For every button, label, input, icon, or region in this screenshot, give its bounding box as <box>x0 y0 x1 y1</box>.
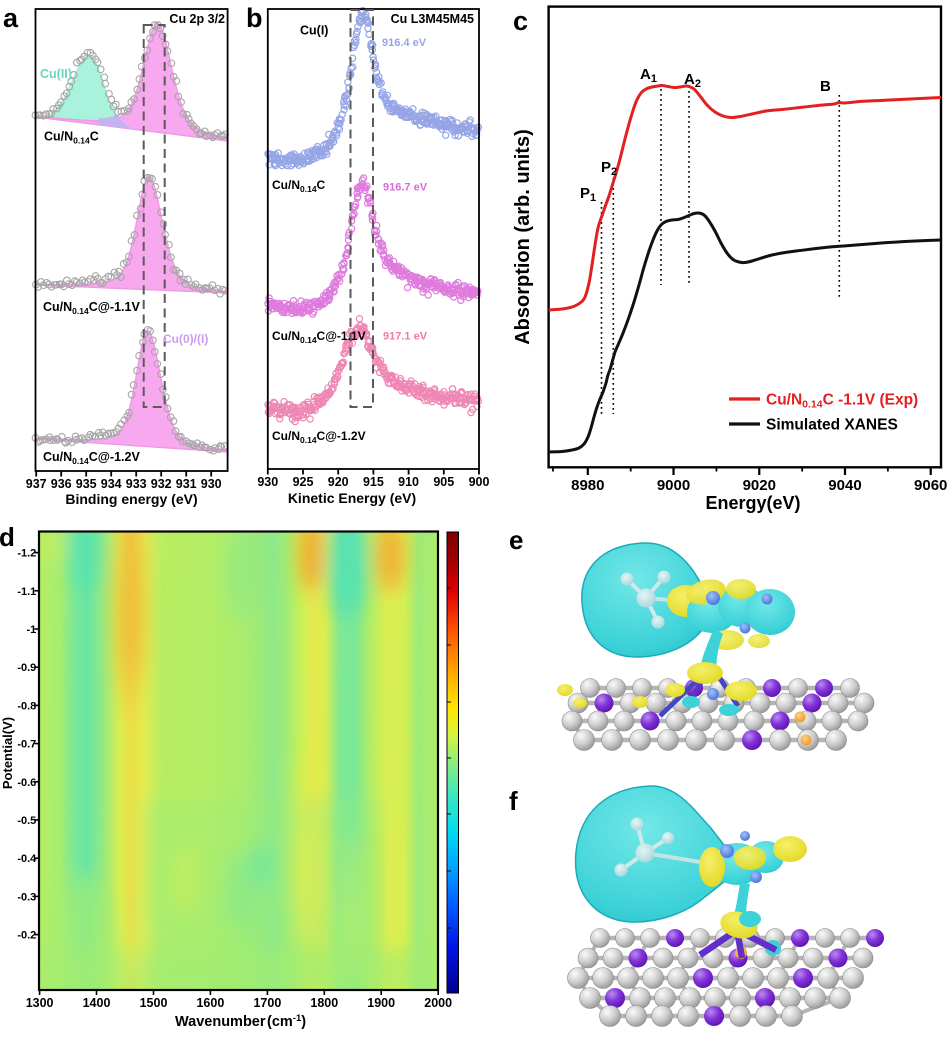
svg-text:930: 930 <box>201 477 222 491</box>
svg-text:Kinetic Energy (eV): Kinetic Energy (eV) <box>288 490 416 506</box>
svg-text:Energy(eV): Energy(eV) <box>705 493 800 513</box>
svg-text:931: 931 <box>176 477 197 491</box>
svg-text:Wavenumber: Wavenumber <box>175 1014 266 1030</box>
svg-text:c: c <box>513 6 528 36</box>
svg-text:933: 933 <box>126 477 147 491</box>
svg-text:9060: 9060 <box>914 477 947 494</box>
svg-text:P1: P1 <box>580 185 596 204</box>
svg-text:Cu/N0.14C: Cu/N0.14C <box>44 130 99 146</box>
svg-text:-0.3: -0.3 <box>17 891 36 903</box>
svg-text:a: a <box>3 3 19 33</box>
svg-text:Cu/N0.14C@-1.2V: Cu/N0.14C@-1.2V <box>43 450 140 466</box>
svg-text:1800: 1800 <box>310 996 338 1010</box>
svg-text:9040: 9040 <box>828 477 861 494</box>
svg-text:-0.6: -0.6 <box>17 777 36 789</box>
svg-text:Cu/N0.14C@-1.1V: Cu/N0.14C@-1.1V <box>272 329 366 345</box>
svg-text:d: d <box>0 522 15 552</box>
svg-text:920: 920 <box>328 475 349 489</box>
svg-text:1600: 1600 <box>196 996 224 1010</box>
svg-text:916.7 eV: 916.7 eV <box>383 182 428 194</box>
svg-text:-0.5: -0.5 <box>17 815 36 827</box>
svg-text:1700: 1700 <box>253 996 281 1010</box>
svg-text:Cu(0)/(I): Cu(0)/(I) <box>163 332 208 346</box>
svg-text:Cu L3M45M45: Cu L3M45M45 <box>391 12 474 26</box>
svg-text:-1: -1 <box>27 624 37 636</box>
svg-text:B: B <box>820 78 831 95</box>
svg-text:Binding energy (eV): Binding energy (eV) <box>65 491 197 507</box>
svg-text:-1.1: -1.1 <box>17 586 36 598</box>
svg-text:Cu/N0.14C@-1.1V: Cu/N0.14C@-1.1V <box>43 300 140 316</box>
svg-text:Cu/N0.14C@-1.2V: Cu/N0.14C@-1.2V <box>272 429 366 445</box>
svg-text:1500: 1500 <box>140 996 168 1010</box>
svg-text:-0.2: -0.2 <box>17 930 36 942</box>
svg-text:915: 915 <box>363 475 384 489</box>
svg-text:1300: 1300 <box>26 996 54 1010</box>
svg-text:Absorption (arb. units): Absorption (arb. units) <box>512 129 534 345</box>
svg-text:932: 932 <box>151 477 172 491</box>
svg-text:(cm-1): (cm-1) <box>267 1013 306 1030</box>
svg-text:Cu/N0.14C -1.1V (Exp): Cu/N0.14C -1.1V (Exp) <box>766 392 918 411</box>
svg-text:8980: 8980 <box>571 477 604 494</box>
svg-text:9000: 9000 <box>657 477 690 494</box>
svg-text:-0.8: -0.8 <box>17 700 36 712</box>
svg-text:935: 935 <box>76 477 97 491</box>
svg-text:934: 934 <box>101 477 122 491</box>
svg-text:9020: 9020 <box>743 477 776 494</box>
svg-text:1400: 1400 <box>83 996 111 1010</box>
svg-text:f: f <box>509 786 518 816</box>
svg-text:2000: 2000 <box>424 996 452 1010</box>
svg-text:910: 910 <box>398 475 419 489</box>
svg-text:b: b <box>246 3 263 33</box>
svg-text:917.1 eV: 917.1 eV <box>383 331 428 343</box>
svg-text:Cu(I): Cu(I) <box>300 24 328 38</box>
svg-text:A1: A1 <box>640 66 657 85</box>
svg-text:905: 905 <box>433 475 454 489</box>
svg-text:-1.2: -1.2 <box>17 548 36 560</box>
svg-text:1900: 1900 <box>367 996 395 1010</box>
svg-text:P2: P2 <box>601 159 617 178</box>
svg-text:-0.7: -0.7 <box>17 739 36 751</box>
svg-text:-0.4: -0.4 <box>17 853 37 865</box>
svg-text:937: 937 <box>26 477 47 491</box>
svg-text:e: e <box>509 525 523 555</box>
svg-text:-0.9: -0.9 <box>17 662 36 674</box>
svg-text:Cu 2p 3/2: Cu 2p 3/2 <box>169 12 225 26</box>
svg-text:Simulated XANES: Simulated XANES <box>766 417 898 434</box>
svg-text:930: 930 <box>257 475 278 489</box>
svg-text:Cu(II): Cu(II) <box>40 67 72 81</box>
svg-text:900: 900 <box>469 475 490 489</box>
svg-text:Cu/N0.14C: Cu/N0.14C <box>272 178 326 194</box>
svg-text:936: 936 <box>51 477 72 491</box>
svg-text:Potential(V): Potential(V) <box>0 717 15 789</box>
svg-text:A2: A2 <box>684 71 701 90</box>
svg-text:916.4 eV: 916.4 eV <box>382 37 427 49</box>
svg-text:925: 925 <box>293 475 314 489</box>
